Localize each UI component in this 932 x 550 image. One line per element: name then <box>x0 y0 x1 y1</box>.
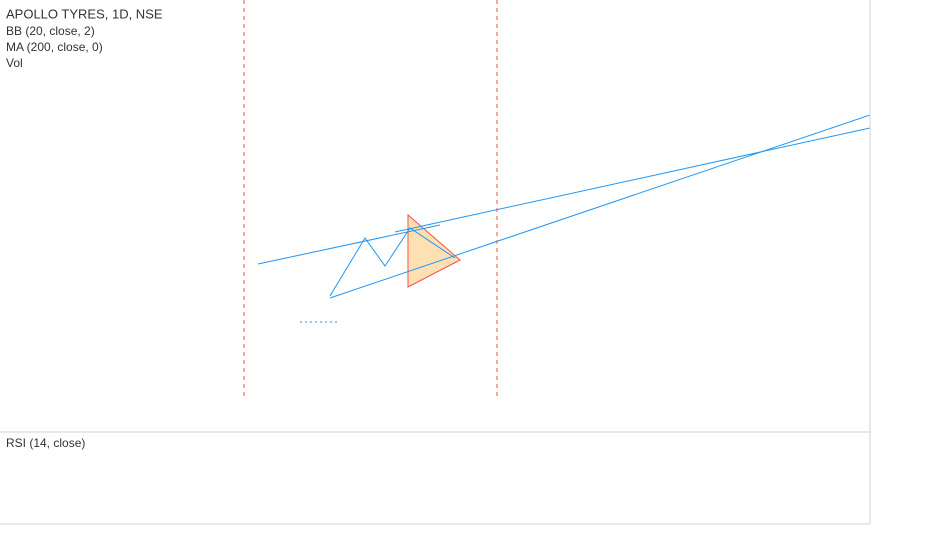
wave-path <box>329 227 456 297</box>
price-axis <box>870 0 932 550</box>
rsi-label: RSI (14, close) <box>6 436 85 450</box>
indicator-label: MA (200, close, 0) <box>6 40 103 54</box>
indicator-label: BB (20, close, 2) <box>6 24 95 38</box>
trendline <box>257 224 441 265</box>
indicator-label: Vol <box>6 56 23 70</box>
trendline <box>329 114 870 299</box>
symbol-title: APOLLO TYRES, 1D, NSE <box>6 6 163 21</box>
triangle <box>407 213 461 288</box>
drawings <box>243 0 870 400</box>
trendline <box>394 127 870 233</box>
legend: APOLLO TYRES, 1D, NSE BB (20, close, 2) … <box>6 6 163 450</box>
